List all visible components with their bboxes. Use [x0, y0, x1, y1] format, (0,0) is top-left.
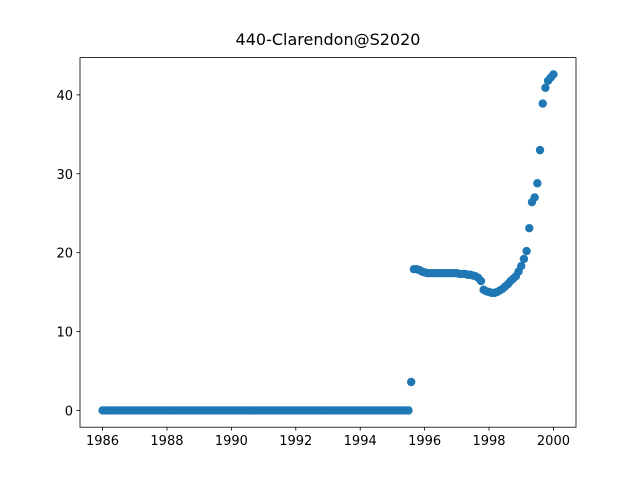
- point: [519, 254, 529, 264]
- x-tick-label: 1992: [279, 434, 312, 449]
- chart-title: 440-Clarendon@S2020: [236, 30, 421, 49]
- point: [541, 83, 550, 93]
- x-tick-label: 2000: [537, 434, 570, 449]
- point: [522, 246, 531, 256]
- x-tick-label: 1998: [472, 434, 505, 449]
- y-tick-label: 30: [56, 168, 73, 183]
- point: [406, 377, 416, 387]
- x-tick-label: 1990: [215, 434, 248, 449]
- x-tick-label: 1986: [86, 434, 119, 449]
- point: [538, 99, 547, 108]
- point: [517, 261, 526, 271]
- point: [530, 193, 539, 202]
- point: [476, 276, 486, 286]
- x-tick-label: 1994: [344, 434, 377, 449]
- point: [533, 179, 542, 188]
- point: [535, 145, 545, 155]
- point: [404, 406, 413, 415]
- y-tick-label: 40: [56, 89, 73, 104]
- y-tick-label: 0: [65, 404, 73, 419]
- plot-frame: [79, 57, 577, 428]
- point: [549, 70, 558, 79]
- point: [525, 224, 534, 233]
- x-tick-label: 1996: [408, 434, 441, 449]
- y-tick-label: 10: [56, 326, 73, 341]
- y-tick-label: 20: [56, 247, 73, 262]
- x-tick-label: 1988: [150, 434, 183, 449]
